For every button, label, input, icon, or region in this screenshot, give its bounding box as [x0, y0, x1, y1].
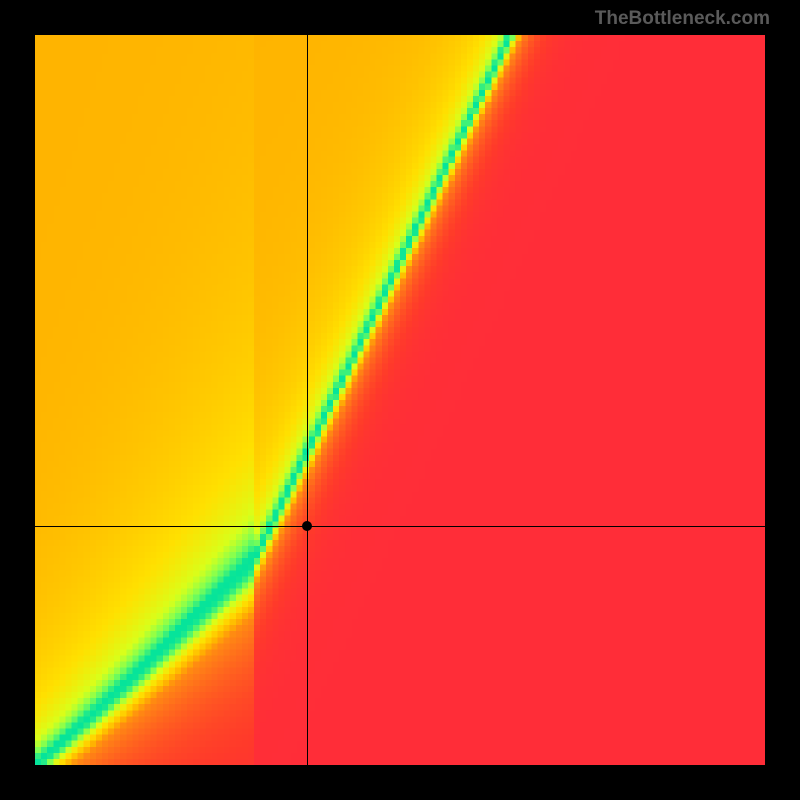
plot-area — [35, 35, 765, 765]
bottleneck-heatmap — [35, 35, 765, 765]
crosshair-vertical — [307, 35, 308, 765]
watermark-text: TheBottleneck.com — [595, 8, 770, 30]
crosshair-horizontal — [35, 526, 765, 527]
crosshair-marker — [302, 521, 312, 531]
